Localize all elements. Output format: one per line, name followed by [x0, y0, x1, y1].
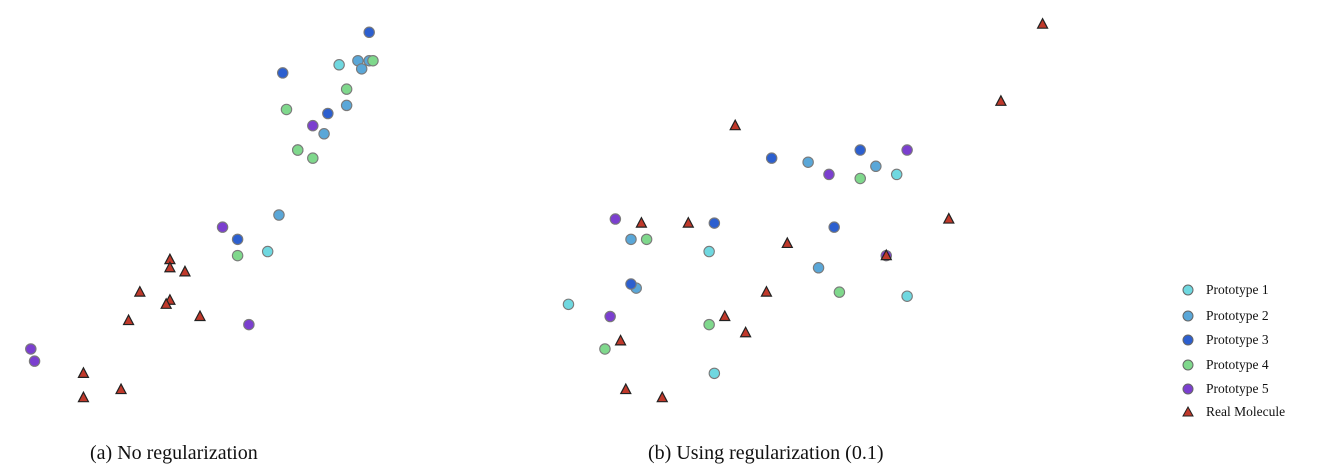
point-b-prototype-1-4: [562, 298, 575, 311]
point-b-real-molecule-4: [942, 212, 955, 224]
legend-label: Prototype 4: [1206, 357, 1269, 372]
legend: Prototype 1 Prototype 2 Prototype 3 Prot…: [1180, 280, 1325, 430]
scatter-plot-a: [25, 26, 379, 403]
point-b-real-molecule-6: [682, 216, 695, 228]
point-b-prototype-1-2: [703, 245, 715, 258]
point-b-real-molecule-14: [656, 390, 669, 403]
point-a-prototype-2-2: [355, 63, 368, 75]
point-a-prototype-5-3: [243, 318, 255, 331]
point-a-prototype-1-1: [333, 59, 345, 71]
point-b-prototype-2-1: [802, 156, 814, 168]
point-a-real-molecule-7: [194, 309, 206, 322]
point-a-prototype-4-3: [280, 103, 293, 116]
point-b-prototype-4-3: [833, 286, 846, 298]
point-a-prototype-3-1: [363, 26, 375, 39]
point-b-prototype-1-1: [890, 168, 903, 181]
scatter-plot-b: [562, 17, 1049, 403]
point-a-real-molecule-10: [115, 382, 128, 395]
point-b-prototype-1-5: [708, 367, 721, 380]
point-a-real-molecule-9: [77, 366, 90, 378]
point-a-real-molecule-11: [77, 390, 90, 403]
point-b-real-molecule-7: [781, 236, 794, 249]
point-a-prototype-5-1: [307, 119, 319, 132]
legend-item-prototype-3: Prototype 3: [1180, 330, 1269, 350]
circle-marker-icon: [1182, 310, 1194, 322]
point-b-real-molecule-8: [880, 248, 893, 261]
point-a-real-molecule-6: [160, 297, 173, 309]
point-a-prototype-5-5: [28, 355, 41, 367]
point-b-prototype-2-2: [870, 160, 882, 173]
legend-label: Prototype 2: [1206, 308, 1269, 323]
point-b-prototype-5-1: [901, 144, 913, 156]
point-a-prototype-4-5: [307, 152, 319, 164]
circle-marker-icon: [1182, 383, 1194, 395]
caption-a: (a) No regularization: [90, 442, 258, 464]
legend-label: Prototype 1: [1206, 282, 1269, 297]
legend-item-prototype-4: Prototype 4: [1180, 355, 1269, 375]
point-b-prototype-1-3: [901, 290, 913, 302]
point-b-prototype-5-2: [823, 168, 835, 181]
point-a-prototype-2-5: [318, 128, 330, 140]
point-a-real-molecule-4: [133, 285, 146, 297]
point-a-prototype-2-6: [273, 209, 285, 221]
legend-label: Prototype 5: [1206, 381, 1269, 396]
point-b-real-molecule-9: [760, 285, 773, 297]
legend-label: Real Molecule: [1206, 404, 1286, 419]
point-a-prototype-2-4: [340, 99, 353, 112]
circle-marker-icon: [1182, 359, 1194, 371]
point-b-prototype-2-4: [812, 262, 825, 274]
point-a-prototype-4-4: [292, 144, 304, 156]
point-a-prototype-4-2: [340, 83, 353, 95]
legend-item-prototype-5: Prototype 5: [1180, 379, 1269, 399]
point-b-prototype-5-5: [604, 310, 616, 323]
point-b-prototype-4-4: [703, 318, 715, 331]
point-b-real-molecule-2: [994, 94, 1007, 106]
point-b-prototype-3-4: [828, 221, 840, 233]
legend-item-prototype-2: Prototype 2: [1180, 306, 1269, 326]
point-b-prototype-2-3: [625, 233, 637, 246]
triangle-marker-icon: [1182, 405, 1194, 417]
point-b-prototype-3-3: [708, 217, 721, 229]
point-b-prototype-4-1: [854, 172, 866, 185]
point-b-real-molecule-13: [619, 382, 632, 395]
point-a-prototype-5-4: [25, 343, 37, 355]
point-a-prototype-5-2: [216, 221, 229, 233]
point-b-real-molecule-11: [739, 325, 752, 338]
point-b-prototype-3-2: [854, 144, 866, 156]
point-b-real-molecule-5: [635, 216, 648, 228]
point-a-real-molecule-2: [163, 260, 176, 273]
point-a-prototype-3-2: [276, 67, 289, 79]
point-a-prototype-4-6: [231, 249, 244, 262]
point-b-real-molecule-1: [1036, 17, 1049, 29]
point-b-real-molecule-3: [729, 118, 742, 131]
circle-marker-icon: [1182, 284, 1194, 296]
point-a-prototype-3-5: [231, 233, 244, 246]
circle-marker-icon: [1182, 334, 1194, 346]
caption-b: (b) Using regularization (0.1): [648, 442, 884, 464]
point-a-prototype-1-2: [261, 245, 274, 258]
point-b-real-molecule-12: [614, 334, 627, 346]
point-a-prototype-3-3: [322, 107, 334, 120]
point-b-prototype-3-5: [625, 278, 637, 290]
legend-item-prototype-1: Prototype 1: [1180, 280, 1269, 300]
point-a-real-molecule-8: [122, 313, 135, 326]
point-b-prototype-4-5: [599, 343, 611, 355]
point-b-real-molecule-10: [718, 309, 731, 322]
point-b-prototype-4-2: [640, 233, 653, 246]
point-b-prototype-5-3: [609, 213, 622, 225]
legend-item-real-molecule: Real Molecule: [1180, 402, 1285, 422]
point-a-real-molecule-3: [178, 265, 191, 277]
legend-label: Prototype 3: [1206, 332, 1269, 347]
point-a-prototype-4-1: [367, 54, 379, 67]
point-b-prototype-3-1: [765, 152, 778, 164]
